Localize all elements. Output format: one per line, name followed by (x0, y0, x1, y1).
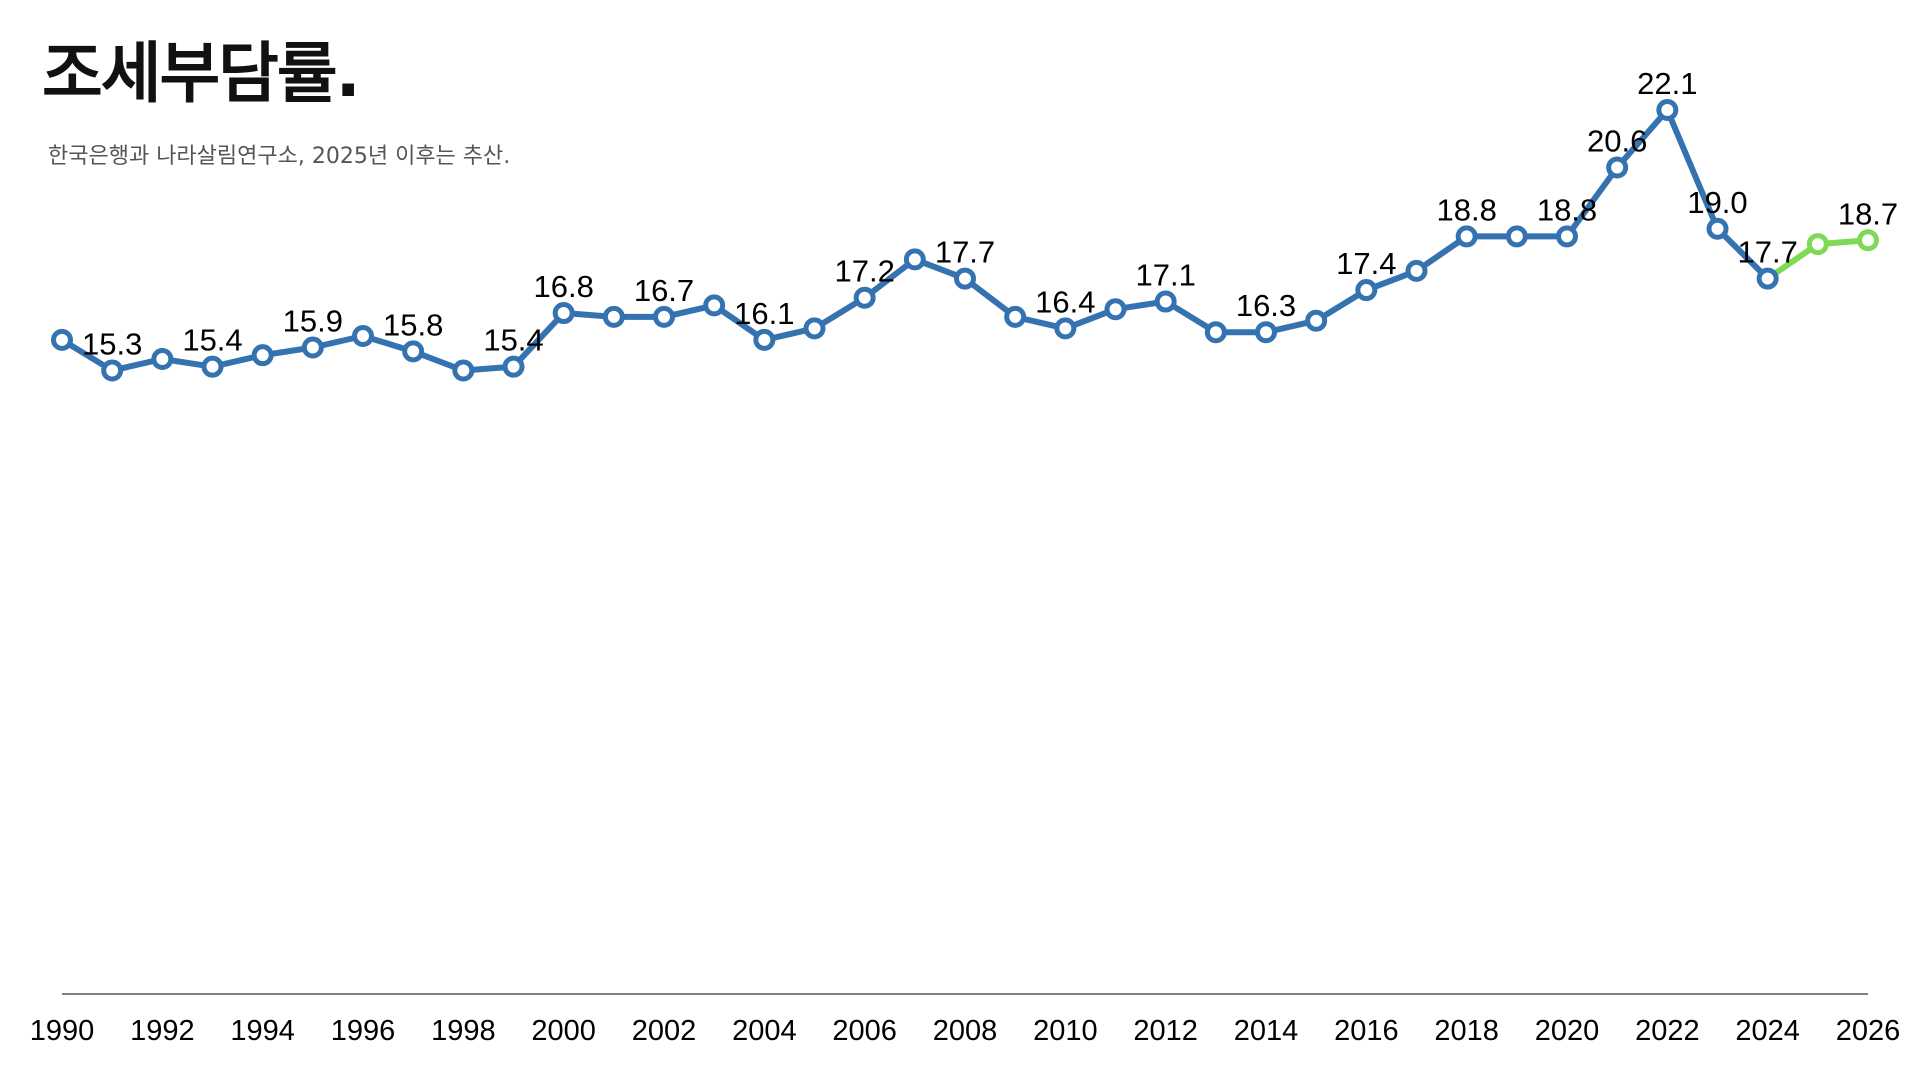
x-tick-label: 2016 (1334, 1015, 1399, 1047)
x-tick-label: 2006 (832, 1015, 897, 1047)
x-tick-label: 1996 (331, 1015, 396, 1047)
data-point (301, 336, 324, 359)
data-point (703, 294, 726, 317)
data-label: 17.4 (1336, 246, 1396, 281)
data-label: 15.4 (182, 323, 242, 358)
data-point (502, 355, 525, 378)
x-tick-label: 2012 (1133, 1015, 1198, 1047)
data-label: 17.1 (1135, 258, 1195, 293)
data-label: 16.7 (634, 273, 694, 308)
data-point (201, 355, 224, 378)
x-tick-label: 2004 (732, 1015, 797, 1047)
data-point (1004, 305, 1027, 328)
data-point (352, 325, 374, 348)
data-point (903, 248, 926, 271)
data-point (602, 305, 625, 328)
data-label: 15.3 (82, 327, 142, 362)
data-point (1255, 321, 1277, 344)
data-point (653, 305, 675, 328)
data-point (1204, 321, 1227, 344)
data-label: 17.7 (935, 235, 995, 270)
data-point (1104, 298, 1127, 321)
data-label: 20.6 (1587, 123, 1647, 158)
x-tick-label: 2010 (1033, 1015, 1098, 1047)
data-label: 15.9 (283, 304, 343, 339)
data-label: 16.1 (734, 296, 794, 331)
data-label: 16.8 (533, 269, 593, 304)
data-point (1054, 317, 1077, 340)
x-tick-label: 2000 (531, 1015, 596, 1047)
data-point (1857, 229, 1879, 252)
data-point (1656, 99, 1679, 121)
data-point (1606, 156, 1629, 179)
data-point (51, 328, 73, 351)
chart-title: 조세부담률. (42, 35, 361, 112)
data-labels: 15.3 15.4 15.9 15.8 15.4 16.8 16.7 16.1 17.2 17.7… (82, 66, 1898, 362)
data-label: 15.4 (483, 323, 543, 358)
data-point (402, 340, 425, 363)
x-tick-label: 2008 (933, 1015, 998, 1047)
x-tick-label: 1990 (30, 1015, 95, 1047)
chart-subtitle: 한국은행과 나라살림연구소, 2025년 이후는 추산. (48, 144, 511, 169)
data-point (1756, 267, 1779, 290)
data-point (1405, 259, 1428, 282)
data-point (452, 359, 475, 382)
data-point (552, 302, 575, 325)
data-point (101, 359, 124, 382)
series-points (51, 99, 1879, 382)
data-label: 18.8 (1436, 192, 1496, 227)
data-label: 18.7 (1838, 196, 1898, 231)
data-label: 19.0 (1687, 185, 1747, 220)
data-point (853, 286, 876, 309)
data-label: 18.8 (1537, 192, 1597, 227)
data-point (954, 267, 976, 290)
data-point (251, 344, 274, 367)
data-point (753, 328, 776, 351)
x-tick-label: 1998 (431, 1015, 496, 1047)
data-point (1355, 279, 1378, 302)
data-label: 22.1 (1637, 66, 1697, 101)
data-point (1706, 217, 1729, 240)
data-label: 17.7 (1737, 235, 1797, 270)
data-point (1455, 225, 1478, 248)
x-tick-label: 2002 (632, 1015, 697, 1047)
x-tick-label: 2024 (1735, 1015, 1800, 1047)
data-label: 16.3 (1236, 288, 1296, 323)
data-point (1505, 225, 1528, 248)
x-tick-label: 2018 (1434, 1015, 1499, 1047)
data-point (1806, 233, 1829, 256)
x-tick-label: 1992 (130, 1015, 195, 1047)
data-point (1556, 225, 1578, 248)
data-point (1154, 290, 1177, 313)
data-point (151, 348, 174, 371)
data-label: 17.2 (834, 254, 894, 289)
data-point (1305, 309, 1328, 332)
data-label: 16.4 (1035, 284, 1095, 319)
x-tick-label: 2020 (1535, 1015, 1600, 1047)
x-tick-label: 2022 (1635, 1015, 1700, 1047)
x-tick-label: 1994 (230, 1015, 295, 1047)
x-tick-labels: 1990 1992 1994 1996 1998 2000 2002 2004 2006 2008… (30, 1015, 1901, 1047)
x-tick-label: 2026 (1836, 1015, 1901, 1047)
x-tick-label: 2014 (1234, 1015, 1299, 1047)
data-label: 15.8 (383, 307, 443, 342)
data-point (803, 317, 826, 340)
